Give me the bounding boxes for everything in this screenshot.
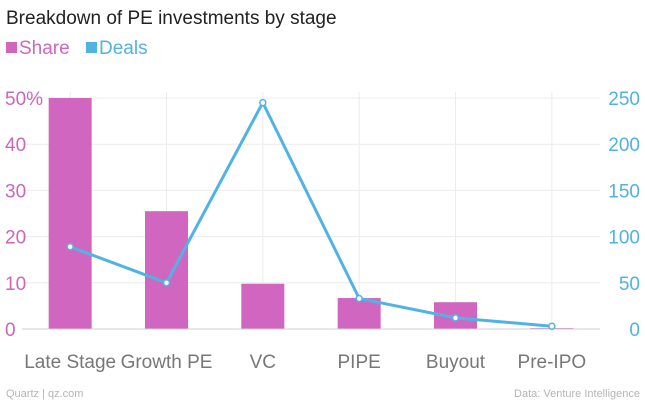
y-right-tick-label: 50 [619, 274, 640, 295]
legend-deals-swatch [86, 42, 97, 53]
footer-source-right: Data: Venture Intelligence [514, 388, 640, 400]
y-right-tick-label: 200 [608, 135, 640, 156]
point-deals [355, 294, 363, 303]
y-left-tick-label: 30 [5, 181, 26, 202]
plot-area: 0 10 20 30 40 50% 0 50 100 150 200 250 Late Stage Gro… [5, 89, 640, 373]
y-left-tick-label: 50% [5, 89, 43, 110]
x-category-label: PIPE [338, 352, 381, 373]
footer-source-left: Quartz | qz.com [6, 388, 83, 400]
point-deals [259, 98, 267, 107]
legend-deals-label: Deals [99, 38, 148, 59]
point-deals [548, 322, 556, 330]
point-deals [451, 314, 460, 322]
bar-share [337, 298, 381, 329]
y-left-tick-label: 0 [5, 320, 16, 341]
bar-share [145, 211, 188, 329]
x-category-label: Late Stage [24, 352, 116, 373]
y-left-tick-label: 10 [5, 274, 26, 295]
legend-share-label: Share [19, 38, 70, 59]
x-category-label: Buyout [426, 352, 486, 373]
chart-title: Breakdown of PE investments by stage [6, 8, 337, 29]
x-category-label: VC [250, 352, 276, 373]
y-right-tick-label: 150 [608, 181, 640, 202]
y-right-tick-label: 100 [608, 228, 640, 249]
point-deals [66, 243, 74, 251]
x-category-label: Growth PE [121, 352, 213, 373]
y-right-tick-label: 250 [608, 89, 640, 110]
y-right-tick-label: 0 [629, 320, 640, 341]
y-left-tick-label: 40 [5, 135, 26, 156]
line-deals [69, 101, 552, 328]
bar-share [241, 283, 285, 329]
bar-share [48, 98, 92, 329]
y-left-tick-label: 20 [5, 228, 26, 249]
legend-share-swatch [6, 42, 17, 53]
point-deals [162, 279, 171, 287]
legend: Share Deals [6, 38, 148, 59]
x-category-label: Pre-IPO [518, 352, 587, 373]
